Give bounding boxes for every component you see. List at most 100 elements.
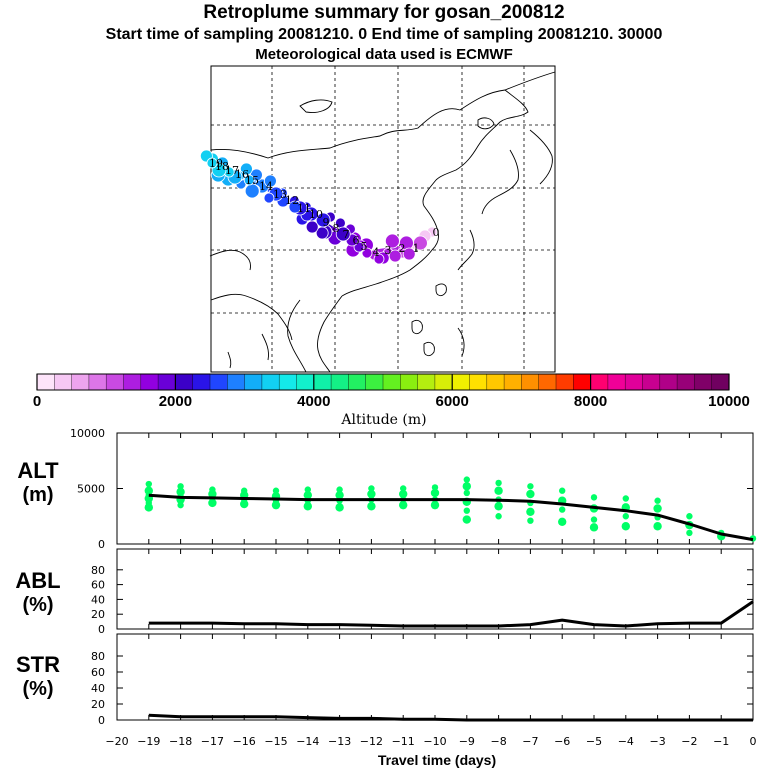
altitude-cluster-point bbox=[495, 479, 502, 487]
y-tick-label: 20 bbox=[91, 698, 105, 711]
altitude-cluster-point bbox=[177, 501, 184, 509]
x-tick-label: −13 bbox=[328, 735, 351, 748]
x-tick-label: −20 bbox=[105, 735, 128, 748]
colorbar-swatch bbox=[573, 374, 591, 390]
colorbar-swatch bbox=[175, 374, 193, 390]
colorbar-swatch bbox=[590, 374, 609, 390]
colorbar-swatch bbox=[417, 374, 436, 390]
alt-series-line bbox=[148, 493, 754, 542]
colorbar-swatch bbox=[313, 374, 332, 390]
altitude-cluster-point bbox=[240, 499, 249, 509]
colorbar-swatch bbox=[521, 374, 539, 390]
coastlines bbox=[209, 71, 556, 373]
colorbar-swatch bbox=[331, 374, 349, 390]
trajectory-cluster bbox=[315, 212, 331, 228]
colorbar-tick-label: 10000 bbox=[708, 393, 750, 410]
x-tick-label: −19 bbox=[137, 735, 160, 748]
colorbar-swatch bbox=[123, 374, 142, 390]
altitude-cluster-point bbox=[494, 486, 503, 495]
map-frame bbox=[210, 65, 556, 373]
colorbar-swatch bbox=[106, 374, 124, 390]
altitude-cluster-point bbox=[526, 507, 535, 517]
met-data-source: Meteorological data used is ECMWF bbox=[255, 46, 513, 63]
trajectory-cluster bbox=[206, 157, 218, 169]
colorbar-swatch bbox=[71, 374, 90, 390]
colorbar-swatch bbox=[486, 374, 505, 390]
y-tick-label: 60 bbox=[91, 579, 105, 592]
x-axis-label: Travel time (days) bbox=[378, 752, 496, 768]
altitude-cluster-point bbox=[653, 522, 662, 531]
altitude-cluster-point bbox=[400, 485, 407, 492]
panel-yunit: (%) bbox=[22, 594, 53, 616]
altitude-cluster-point bbox=[495, 513, 502, 520]
altitude-cluster-point bbox=[336, 486, 343, 493]
altitude-cluster-point bbox=[208, 498, 217, 508]
str-series-line bbox=[148, 713, 753, 722]
colorbar-swatch bbox=[400, 374, 418, 390]
trajectory-day-label: 9 bbox=[323, 216, 330, 229]
colorbar-swatch bbox=[607, 374, 626, 390]
trajectory-cluster bbox=[402, 247, 416, 261]
colorbar-swatch bbox=[296, 374, 315, 390]
str-panel: 0 20 40 60 80 STR(%) bbox=[16, 633, 754, 727]
trajectory-day-label: 0 bbox=[433, 226, 440, 239]
colorbar-swatch bbox=[279, 374, 297, 390]
panel-yunit: (m) bbox=[22, 484, 53, 506]
colorbar-swatch bbox=[383, 374, 401, 390]
altitude-cluster-point bbox=[527, 517, 534, 524]
altitude-cluster-point bbox=[462, 482, 471, 491]
x-tick-label: −6 bbox=[554, 735, 570, 748]
x-tick-label: −17 bbox=[201, 735, 224, 748]
x-tick-label: −10 bbox=[423, 735, 446, 748]
trajectory-day-label: 13 bbox=[273, 188, 287, 201]
x-tick-label: −8 bbox=[490, 735, 506, 748]
trajectory-day-label: 7 bbox=[343, 228, 350, 241]
trajectory-day-label: 12 bbox=[285, 194, 299, 207]
colorbar-swatch bbox=[261, 374, 280, 390]
x-tick-label: 0 bbox=[750, 735, 757, 748]
trajectory-day-label: 2 bbox=[399, 242, 406, 255]
colorbar-tick-label: 6000 bbox=[436, 393, 469, 410]
colorbar-swatch bbox=[365, 374, 384, 390]
x-tick-label: −18 bbox=[169, 735, 192, 748]
altitude-cluster-point bbox=[686, 513, 693, 520]
colorbar-swatch bbox=[140, 374, 159, 390]
y-tick-label: 5000 bbox=[77, 483, 105, 496]
altitude-cluster-point bbox=[590, 516, 598, 523]
altitude-cluster-point bbox=[463, 507, 470, 514]
panel-ylabel: STR bbox=[16, 652, 60, 677]
altitude-cluster-point bbox=[462, 515, 471, 524]
altitude-cluster-point bbox=[335, 490, 344, 500]
colorbar-swatch bbox=[452, 374, 470, 390]
colorbar-swatch bbox=[711, 374, 730, 390]
trajectory-day-label: 5 bbox=[361, 240, 368, 253]
altitude-cluster-point bbox=[430, 488, 440, 498]
altitude-cluster-point bbox=[431, 484, 439, 491]
colorbar-swatch bbox=[88, 374, 107, 390]
trajectory-cluster bbox=[288, 200, 302, 214]
time-series-panels: 0500010000ALT(m)020406080ABL(%)020406080… bbox=[15, 427, 756, 748]
y-tick-label: 80 bbox=[91, 564, 105, 577]
colorbar-swatch bbox=[158, 374, 176, 390]
trajectory-clusters bbox=[199, 149, 438, 265]
altitude-cluster-point bbox=[271, 500, 281, 510]
abl-series-line bbox=[148, 600, 754, 628]
trajectory-day-label: 10 bbox=[309, 208, 323, 221]
y-tick-label: 0 bbox=[98, 714, 105, 727]
altitude-colorbar: 0 2000 4000 6000 8000 10000 bbox=[33, 373, 750, 410]
colorbar-swatch bbox=[348, 374, 366, 390]
colorbar-swatch bbox=[556, 374, 574, 390]
trajectory-day-label: 16 bbox=[235, 168, 249, 181]
x-tick-label: −1 bbox=[713, 735, 729, 748]
x-tick-label: −5 bbox=[586, 735, 602, 748]
x-tick-label: −14 bbox=[296, 735, 319, 748]
colorbar-frame bbox=[36, 373, 730, 391]
altitude-cluster-point bbox=[399, 500, 408, 510]
trajectory-cluster bbox=[263, 174, 277, 188]
altitude-cluster-point bbox=[144, 503, 153, 512]
altitude-cluster-point bbox=[589, 523, 599, 532]
colorbar-swatch bbox=[504, 374, 522, 390]
trajectory-day-label: 14 bbox=[259, 180, 273, 193]
